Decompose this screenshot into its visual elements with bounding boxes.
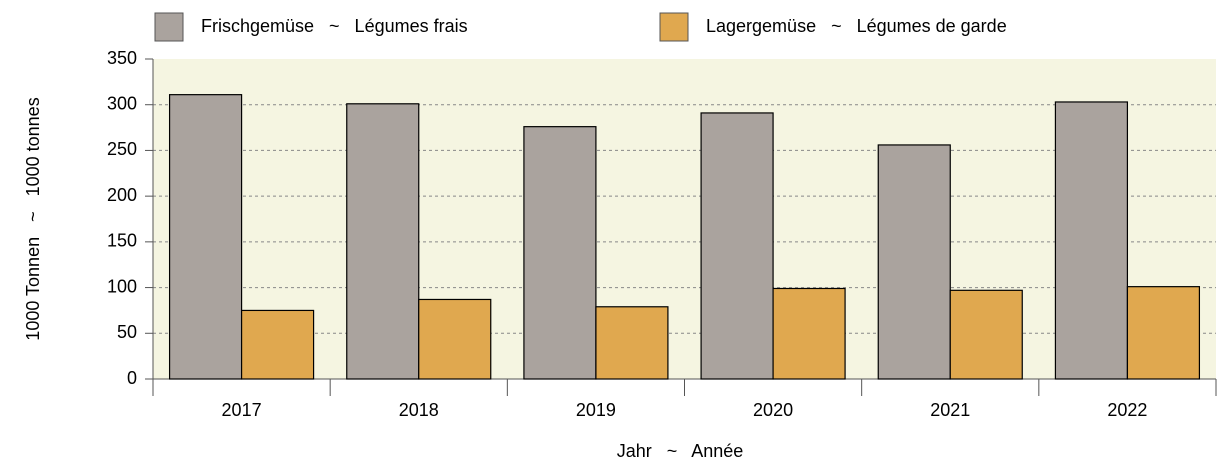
y-axis-label: 1000 Tonnen ~ 1000 tonnes	[23, 97, 43, 340]
legend-label: Frischgemüse ~ Légumes frais	[201, 16, 468, 36]
x-axis-label: Jahr ~ Année	[617, 441, 744, 461]
x-tick-label: 2021	[930, 400, 970, 420]
legend-swatch	[154, 12, 184, 42]
y-tick-label: 350	[107, 48, 137, 68]
bar	[1126, 286, 1201, 380]
bar	[1054, 101, 1129, 380]
bar	[949, 289, 1023, 380]
bar	[877, 144, 951, 380]
x-tick-label: 2022	[1107, 400, 1147, 420]
y-tick-label: 250	[107, 139, 137, 159]
y-tick-label: 150	[107, 231, 137, 251]
bar	[523, 126, 597, 380]
plot-background	[153, 59, 1216, 379]
bar	[700, 112, 774, 380]
y-tick-label: 300	[107, 93, 137, 113]
x-tick-label: 2017	[222, 400, 262, 420]
x-tick-label: 2019	[576, 400, 616, 420]
y-tick-label: 100	[107, 276, 137, 296]
bar	[168, 94, 243, 380]
bar	[418, 298, 492, 380]
y-tick-label: 0	[127, 368, 137, 388]
y-tick-label: 50	[117, 322, 137, 342]
legend-label: Lagergemüse ~ Légumes de garde	[706, 16, 1007, 36]
y-tick-label: 200	[107, 185, 137, 205]
bar	[346, 103, 420, 380]
bar	[240, 309, 315, 380]
bar	[772, 287, 846, 380]
bar	[595, 306, 669, 380]
x-tick-label: 2018	[399, 400, 439, 420]
x-tick-label: 2020	[753, 400, 793, 420]
legend-swatch	[659, 12, 689, 42]
